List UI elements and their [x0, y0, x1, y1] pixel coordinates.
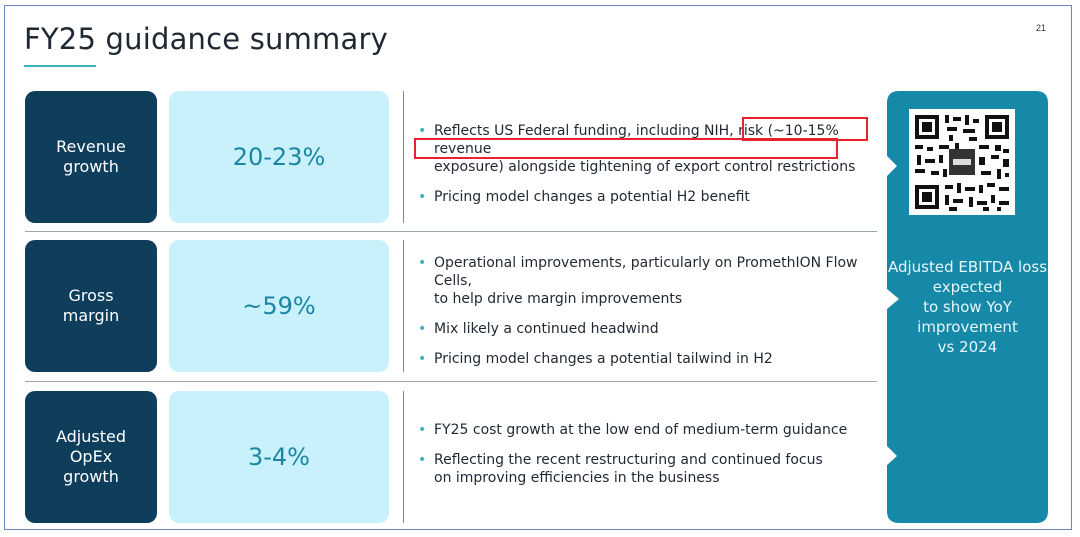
ebitda-side-panel: Adjusted EBITDA loss expected to show Yo…	[887, 91, 1048, 523]
row-divider-vertical	[403, 240, 404, 372]
bullet-item: Reflecting the recent restructuring and …	[418, 451, 888, 487]
row-label-revenue-growth: Revenue growth	[25, 91, 157, 223]
ebitda-guidance-text: Adjusted EBITDA loss expected to show Yo…	[887, 258, 1048, 356]
bullet-item: FY25 cost growth at the low end of mediu…	[418, 421, 888, 439]
page-number: 21	[1036, 23, 1047, 33]
row-value-adjusted-opex-growth: 3-4%	[169, 391, 389, 523]
row-divider-vertical	[403, 91, 404, 223]
bullet-item: Pricing model changes a potential tailwi…	[418, 350, 888, 368]
row-value-gross-margin: ~59%	[169, 240, 389, 372]
bullet-list-gross-margin: Operational improvements, particularly o…	[418, 254, 888, 380]
row-label-adjusted-opex-growth: Adjusted OpEx growth	[25, 391, 157, 523]
bullet-list-revenue-growth: Reflects US Federal funding, including N…	[418, 122, 888, 218]
qr-code-icon	[909, 109, 1015, 215]
slide-frame	[4, 5, 1072, 530]
row-value-revenue-growth: 20-23%	[169, 91, 389, 223]
highlight-box	[414, 138, 838, 159]
bullet-item: Operational improvements, particularly o…	[418, 254, 888, 308]
page-title: FY25 guidance summary	[24, 22, 388, 56]
title-underline	[24, 65, 96, 67]
row-divider-vertical	[403, 391, 404, 523]
bullet-list-adjusted-opex-growth: FY25 cost growth at the low end of mediu…	[418, 421, 888, 499]
bullet-item: Pricing model changes a potential H2 ben…	[418, 188, 888, 206]
row-separator	[25, 381, 877, 382]
row-separator	[25, 231, 877, 232]
highlight-box	[742, 117, 868, 141]
bullet-item: Reflects US Federal funding, including N…	[418, 122, 888, 176]
bullet-item: Mix likely a continued headwind	[418, 320, 888, 338]
row-label-gross-margin: Gross margin	[25, 240, 157, 372]
